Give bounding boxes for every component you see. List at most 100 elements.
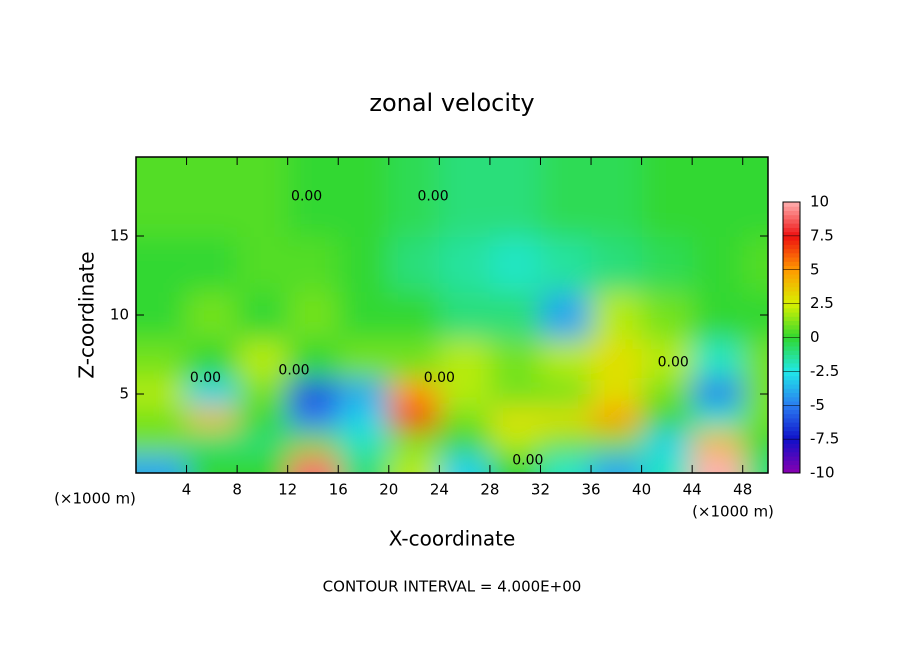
field-cell [136,157,188,237]
field-cell [287,291,340,340]
contour-label: 0.00 [278,362,309,378]
field-cell [641,429,694,455]
field-cell [489,338,542,380]
field-cell [591,236,643,293]
colorbar-band [783,464,800,470]
colorbar-band [783,286,800,292]
contour-label: 0.00 [291,189,322,205]
field-cell [237,236,289,293]
colorbar-band [783,261,800,267]
colorbar-band [783,468,800,474]
colorbar-band [783,307,800,313]
field-cell [338,236,390,293]
field-cell [742,338,768,380]
field-cell [338,429,390,455]
field-cell [540,157,593,237]
field-cell [136,291,188,340]
field-cell [641,291,694,340]
field-cell [388,453,441,473]
field-cell [641,157,694,237]
field-cell [388,378,441,407]
x-tick-label: 36 [581,481,600,499]
field-cell [489,405,542,431]
colorbar-band [783,278,800,283]
colorbar-band [783,206,800,211]
field-cell [237,378,289,407]
field-cell [388,429,441,455]
field-cell [540,236,593,293]
field-cell [591,453,643,473]
field-cell [439,236,491,293]
colorbar-band [783,333,800,338]
field-cells [136,157,768,473]
field-cell [287,453,340,473]
colorbar-band [783,231,800,237]
field-cell [338,378,390,407]
colorbar-band [783,252,800,258]
field-cell [237,338,289,380]
field-cell [186,291,239,340]
field-cell [540,453,593,473]
colorbar-band [783,430,800,436]
field-cell [641,405,694,431]
field-cell [540,338,593,380]
field-cell [287,405,340,431]
field-cell [186,429,239,455]
colorbar-band [783,324,800,330]
colorbar-band [783,316,800,322]
field-cell [641,453,694,473]
field-cell [591,157,643,237]
colorbar-band [783,265,800,271]
field-cell [338,157,390,237]
x-tick-label: 28 [480,481,499,499]
colorbar-tick-label: -7.5 [810,430,839,448]
field-cell [136,338,188,380]
colorbar-band [783,257,800,262]
colorbar-band [783,202,800,207]
field-cell [439,453,491,473]
x-tick-label: 44 [683,481,702,499]
colorbar-band [783,299,800,305]
colorbar-band [783,329,800,334]
field-cell [287,236,340,293]
colorbar-tick-label: -10 [810,464,835,482]
colorbar-band [783,290,800,296]
field-cell [742,236,768,293]
field-cell [287,157,340,237]
contour-label: 0.00 [417,189,448,205]
field-cell [338,291,390,340]
overlay: 0.00 0.00 0.00 0.00 0.00 0.00 0.00 [136,157,768,473]
x-tick-label: 16 [329,481,348,499]
field-cell [186,338,239,380]
colorbar-band [783,223,800,228]
colorbar-band [783,392,800,398]
colorbar-band [783,422,800,427]
y-tick-label: 10 [110,306,129,324]
field-cell [287,429,340,455]
colorbar-band [783,269,800,275]
colorbar-band [783,388,800,394]
field-cell [489,157,542,237]
colorbar-band [783,210,800,216]
x-tick-label: 12 [278,481,297,499]
colorbar-band [783,434,800,440]
colorbar-band [783,240,800,245]
field-cell [489,378,542,407]
field-cell [591,405,643,431]
colorbar-band [783,235,800,241]
contour-label: 0.00 [658,354,689,370]
field-cell [439,291,491,340]
field-cell [237,291,289,340]
field-cell [489,429,542,455]
contour-label: 0.00 [424,370,455,386]
field-cell [237,157,289,237]
colorbar-band [783,371,800,377]
field-cell [439,378,491,407]
field-cell [742,429,768,455]
field-cell [591,291,643,340]
field-cell [692,338,744,380]
colorbar-band [783,379,800,385]
colorbar-band [783,447,800,453]
field-cell [388,157,441,237]
colorbar-tick-label: -5 [810,396,825,414]
